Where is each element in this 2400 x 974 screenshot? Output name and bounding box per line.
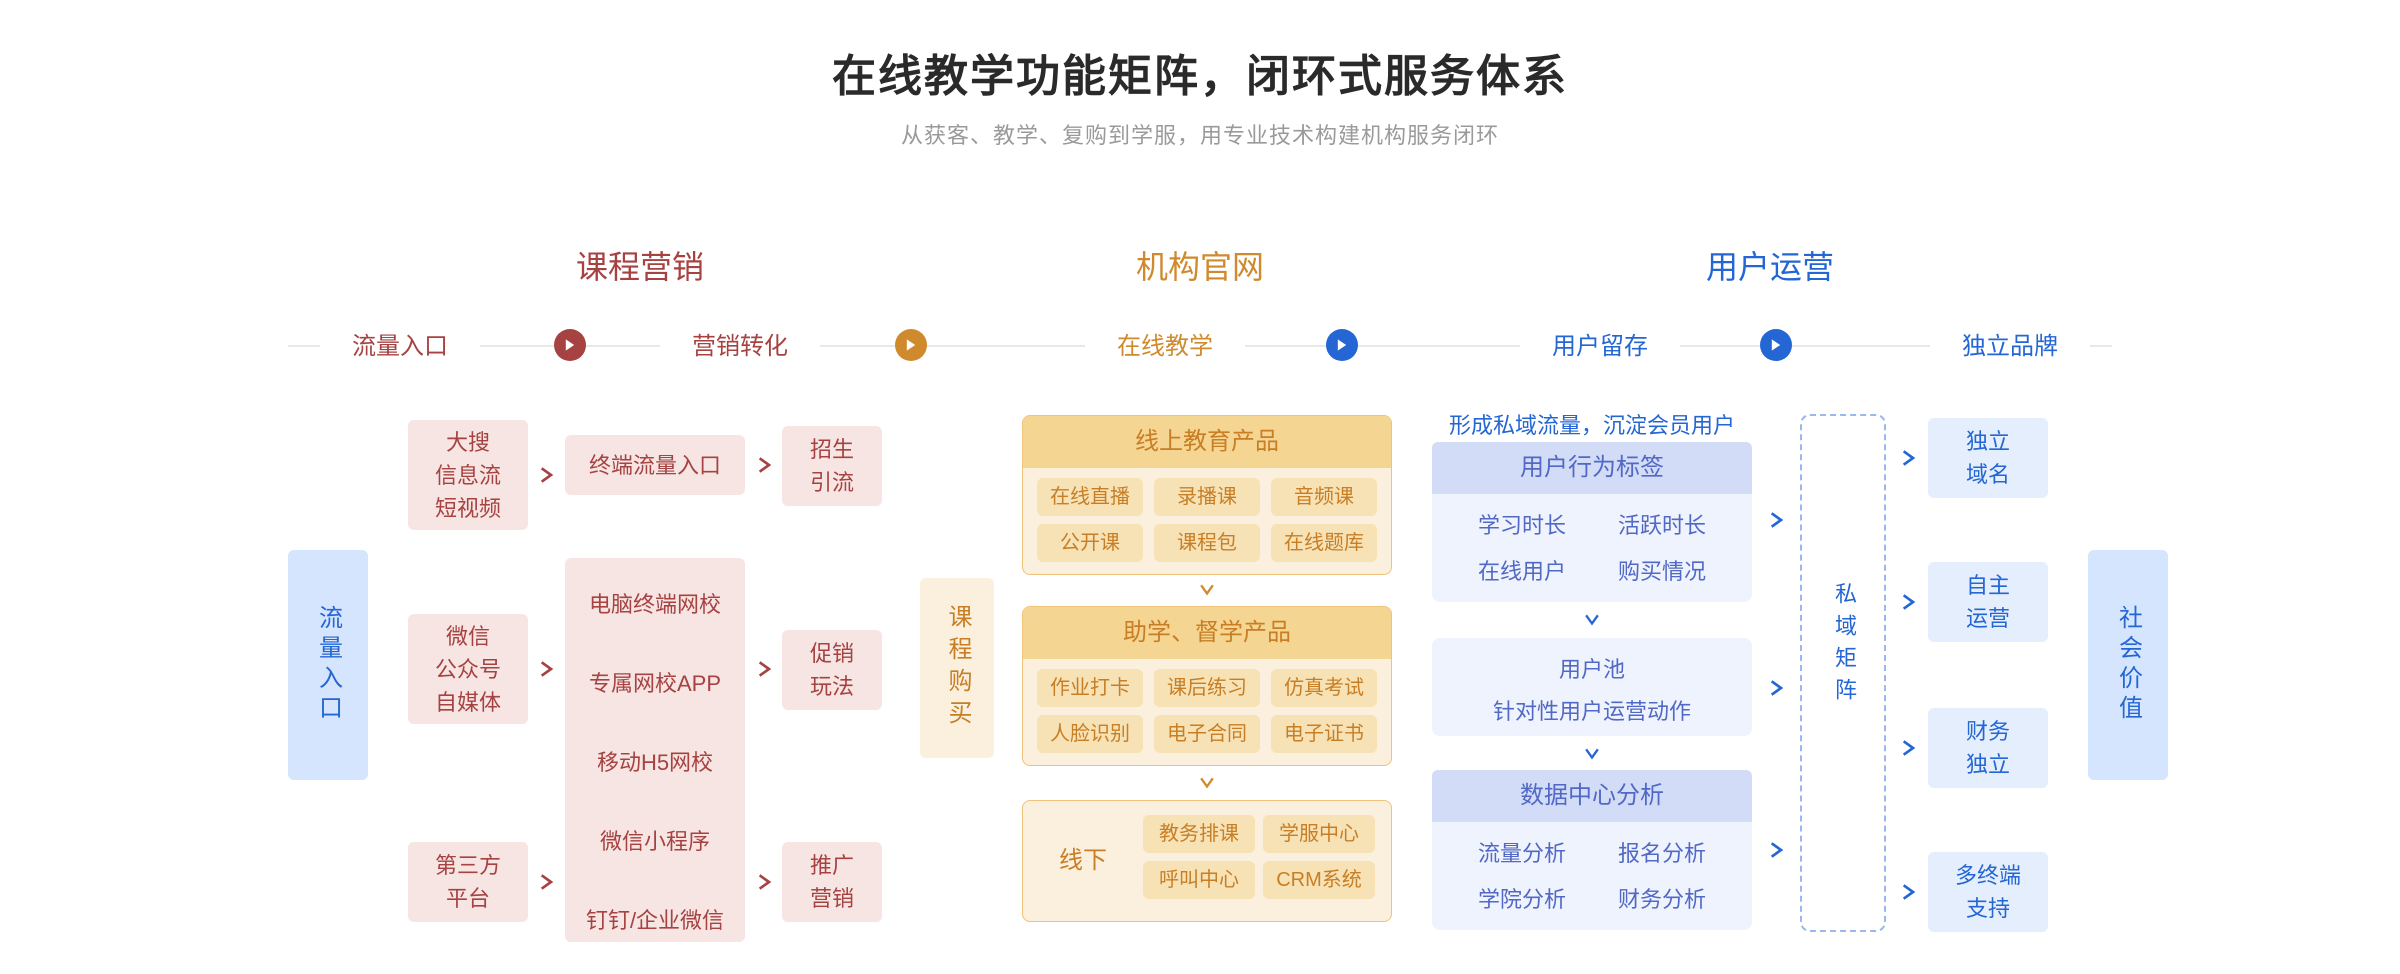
arrow-right-icon: [1770, 842, 1784, 858]
section-marketing: 课程营销: [540, 242, 740, 288]
brand-domain: 独立 域名: [1928, 418, 2048, 498]
arrow-right-icon: [540, 467, 554, 483]
chip: 人脸识别: [1037, 715, 1143, 753]
terminal-miniprogram: 微信小程序: [565, 813, 745, 870]
arrow-right-icon: [540, 661, 554, 677]
conv-spread: 推广 营销: [782, 842, 882, 922]
section-website: 机构官网: [1100, 242, 1300, 288]
source-wechat: 微信 公众号 自媒体: [408, 614, 528, 724]
terminal-stack: 电脑终端网校 专属网校APP 移动H5网校 微信小程序 钉钉/企业微信: [565, 558, 745, 942]
metric: 学院分析: [1478, 882, 1566, 914]
chip: 音频课: [1271, 478, 1377, 516]
arrow-right-icon: [1770, 512, 1784, 528]
chip: 作业打卡: [1037, 669, 1143, 707]
arrow-right-icon: [1770, 680, 1784, 696]
panel-offline-header: 线下: [1023, 801, 1143, 921]
arrow-down-icon: [1585, 746, 1599, 762]
page-subtitle: 从获客、教学、复购到学服，用专业技术构建机构服务闭环: [0, 118, 2400, 150]
terminal-entry: 终端流量入口: [565, 435, 745, 495]
arrow-right-icon: [1902, 450, 1916, 466]
chip: 电子合同: [1154, 715, 1260, 753]
metric: 财务分析: [1618, 882, 1706, 914]
brand-finance: 财务 独立: [1928, 708, 2048, 788]
phase-arrow-icon: [895, 329, 927, 361]
arrow-right-icon: [1902, 884, 1916, 900]
brand-operate: 自主 运营: [1928, 562, 2048, 642]
phase-teach: 在线教学: [1085, 326, 1245, 361]
phase-arrow-icon: [1326, 329, 1358, 361]
chip: CRM系统: [1263, 861, 1375, 899]
chip: 课程包: [1154, 524, 1260, 562]
terminal-h5: 移动H5网校: [565, 734, 745, 791]
chip: 公开课: [1037, 524, 1143, 562]
source-search: 大搜 信息流 短视频: [408, 420, 528, 530]
panel-data-center-header: 数据中心分析: [1432, 770, 1752, 822]
phase-arrow-icon: [554, 329, 586, 361]
panel-user-pool: 用户池 针对性用户运营动作: [1432, 638, 1752, 736]
chip: 课后练习: [1154, 669, 1260, 707]
arrow-right-icon: [540, 874, 554, 890]
private-domain-label: 私域矩阵: [1828, 582, 1860, 710]
phase-convert: 营销转化: [660, 326, 820, 361]
panel-offline: 线下 教务排课 学服中心 呼叫中心 CRM系统: [1022, 800, 1392, 922]
metric: 流量分析: [1478, 836, 1566, 868]
chip: 教务排课: [1143, 815, 1255, 853]
source-thirdparty: 第三方 平台: [408, 842, 528, 922]
pillar-traffic-entry: 流量入口: [288, 550, 368, 780]
brand-multiterm: 多终端 支持: [1928, 852, 2048, 932]
chip: 在线题库: [1271, 524, 1377, 562]
panel-user-tags: 用户行为标签 学习时长 活跃时长 在线用户 购买情况: [1432, 442, 1752, 602]
phase-traffic: 流量入口: [320, 326, 480, 361]
pillar-social-value: 社会价值: [2088, 550, 2168, 780]
arrow-right-icon: [758, 457, 772, 473]
metric: 报名分析: [1618, 836, 1706, 868]
tag: 购买情况: [1618, 554, 1706, 586]
panel-study-products: 助学、督学产品 作业打卡 课后练习 仿真考试 人脸识别 电子合同 电子证书: [1022, 606, 1392, 766]
section-operation: 用户运营: [1670, 242, 1870, 288]
chip: 仿真考试: [1271, 669, 1377, 707]
panel-data-center: 数据中心分析 流量分析 报名分析 学院分析 财务分析: [1432, 770, 1752, 930]
panel-online-products: 线上教育产品 在线直播 录播课 音频课 公开课 课程包 在线题库: [1022, 415, 1392, 575]
pool-desc: 针对性用户运营动作: [1432, 694, 1752, 726]
arrow-down-icon: [1585, 612, 1599, 628]
conv-recruit: 招生 引流: [782, 426, 882, 506]
terminal-app: 专属网校APP: [565, 655, 745, 712]
panel-study-header: 助学、督学产品: [1023, 607, 1391, 659]
arrow-right-icon: [1902, 594, 1916, 610]
panel-online-header: 线上教育产品: [1023, 416, 1391, 468]
chip: 学服中心: [1263, 815, 1375, 853]
arrow-right-icon: [758, 874, 772, 890]
panel-user-tags-header: 用户行为标签: [1432, 442, 1752, 494]
arrow-down-icon: [1200, 775, 1214, 791]
terminal-pc: 电脑终端网校: [565, 576, 745, 633]
arrow-right-icon: [1902, 740, 1916, 756]
terminal-dingtalk: 钉钉/企业微信: [565, 892, 745, 949]
tag: 在线用户: [1478, 554, 1566, 586]
pillar-purchase: 课程购买: [920, 578, 994, 758]
page-title: 在线教学功能矩阵，闭环式服务体系: [0, 40, 2400, 104]
tag: 活跃时长: [1618, 508, 1706, 540]
pool-title: 用户池: [1432, 652, 1752, 684]
phase-arrow-icon: [1760, 329, 1792, 361]
chip: 电子证书: [1271, 715, 1377, 753]
tag: 学习时长: [1478, 508, 1566, 540]
chip: 呼叫中心: [1143, 861, 1255, 899]
chip: 在线直播: [1037, 478, 1143, 516]
retention-caption: 形成私域流量，沉淀会员用户: [1432, 408, 1752, 440]
phase-retain: 用户留存: [1520, 326, 1680, 361]
arrow-down-icon: [1200, 582, 1214, 598]
chip: 录播课: [1154, 478, 1260, 516]
phase-brand: 独立品牌: [1930, 326, 2090, 361]
conv-promo: 促销 玩法: [782, 630, 882, 710]
arrow-right-icon: [758, 661, 772, 677]
